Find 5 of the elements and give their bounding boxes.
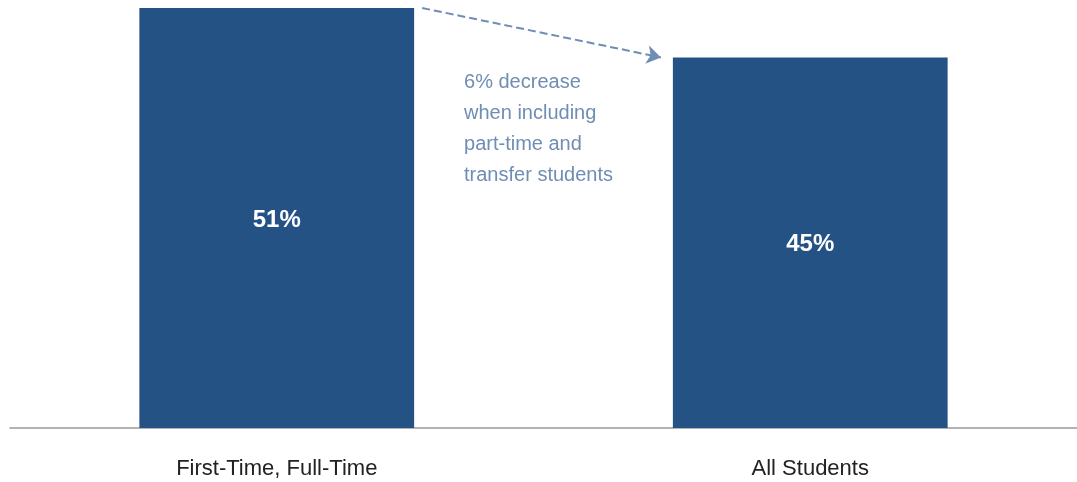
- x-tick-label: First-Time, Full-Time: [176, 454, 378, 480]
- data-label: 45%: [786, 229, 835, 257]
- annotation: 6% decrease when including part-time and transfer students: [463, 69, 613, 185]
- data-label: 51%: [252, 204, 301, 232]
- x-tick-label: All Students: [751, 454, 869, 480]
